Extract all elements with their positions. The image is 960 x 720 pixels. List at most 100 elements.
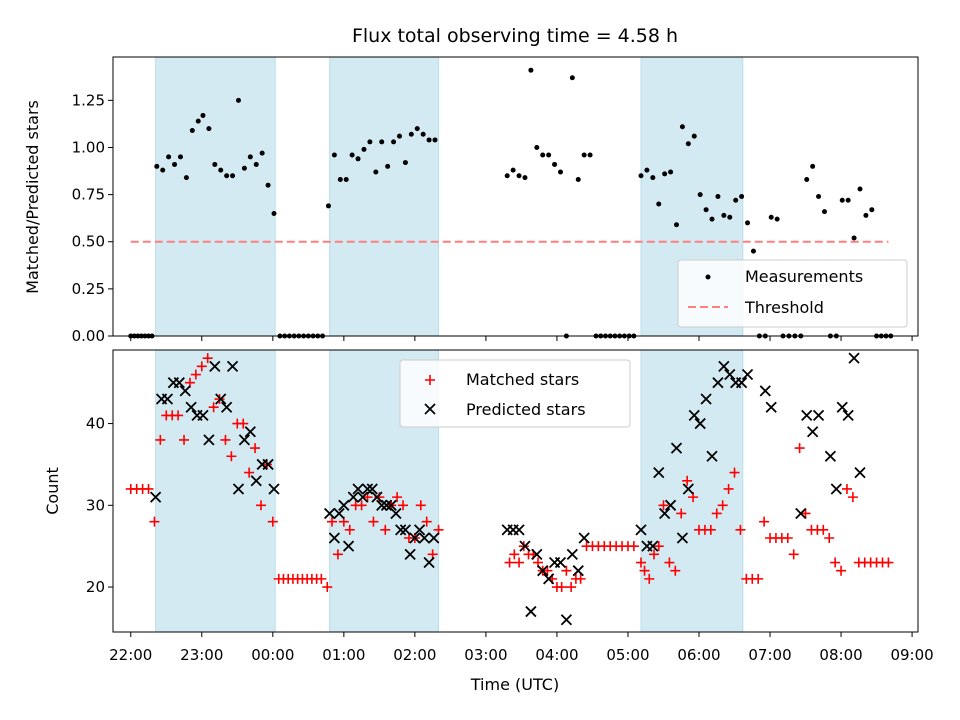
predicted-star-point [801, 409, 813, 422]
y-tick-label: 40 [86, 415, 105, 433]
matched-star-point [179, 434, 190, 445]
matched-star-point [682, 475, 693, 486]
predicted-star-point [795, 507, 807, 520]
predicted-star-point [333, 507, 345, 520]
x-tick-label: 00:00 [251, 646, 294, 664]
predicted-star-point [413, 524, 426, 536]
measurement-point [166, 154, 172, 160]
measurement-point [697, 192, 703, 198]
matched-star-point [220, 434, 231, 445]
matched-star-point [542, 565, 553, 576]
matched-star-point [735, 524, 746, 535]
predicted-star-point [700, 393, 712, 405]
predicted-star-point [262, 458, 274, 471]
measurement-point [420, 131, 426, 137]
measurement-point [715, 194, 721, 199]
predicted-star-point [578, 532, 590, 544]
measurement-point [587, 152, 593, 158]
observing-window-shade [155, 349, 276, 633]
x-tick-label: 05:00 [606, 646, 649, 664]
measurement-point [373, 169, 379, 175]
predicted-star-point [149, 491, 162, 503]
predicted-star-point [682, 483, 694, 495]
measurement-point [154, 163, 160, 169]
predicted-star-point [531, 548, 543, 560]
predicted-star-point [399, 524, 412, 536]
matched-star-point [723, 483, 734, 494]
matched-star-point [226, 451, 237, 462]
matched-star-point [356, 500, 367, 511]
measurement-point [774, 216, 780, 222]
matched-star-point [322, 582, 333, 593]
predicted-star-point [338, 499, 350, 511]
x-tick-label: 04:00 [535, 646, 578, 664]
matched-star-point [196, 361, 207, 372]
measurement-point [212, 161, 218, 167]
measurement-point [522, 175, 528, 181]
measurement-point [230, 173, 236, 179]
ratio-legend-box [677, 259, 908, 328]
measurement-point [516, 173, 522, 179]
measurement-point [349, 152, 355, 158]
predicted-star-point [824, 450, 837, 462]
predicted-star-point [572, 565, 584, 577]
predicted-star-point [537, 565, 549, 577]
matched-star-point [824, 533, 835, 543]
predicted-star-point [250, 475, 262, 487]
matched-star-point [368, 516, 379, 527]
measurement-point [546, 152, 552, 158]
predicted-star-point [215, 393, 227, 405]
ratio-panel-frame [112, 56, 919, 337]
measurement-point [575, 177, 581, 183]
predicted-star-point [226, 360, 239, 372]
measurement-point [679, 124, 685, 130]
measurement-point [709, 216, 715, 222]
matched-star-point [504, 557, 515, 568]
measurement-point [750, 248, 756, 254]
matched-star-point [208, 402, 219, 413]
measurement-point [408, 131, 414, 137]
measurement-point [674, 222, 679, 228]
predicted-star-point [428, 532, 440, 544]
measurement-point [557, 169, 563, 175]
measurement-point [426, 137, 432, 143]
matched-star-point [711, 508, 722, 519]
predicted-star-point [161, 393, 174, 405]
predicted-star-point [380, 499, 393, 511]
predicted-star-point [390, 507, 402, 520]
measurement-point [235, 97, 241, 103]
matched-star-point [759, 516, 770, 527]
predicted-star-point [366, 483, 378, 495]
matched-star-point [782, 533, 793, 543]
count-panel-frame [112, 349, 919, 633]
matched-star-point [173, 410, 184, 421]
measurement-point [821, 209, 827, 215]
measurement-point [638, 173, 644, 179]
predicted-star-point [268, 483, 280, 495]
x-tick-label: 09:00 [890, 646, 933, 664]
measurement-point [845, 197, 851, 203]
measurement-point [253, 161, 259, 167]
matched-star-point [644, 573, 655, 584]
predicted-star-point [724, 368, 736, 381]
y-tick-label: 30 [86, 496, 105, 514]
matched-star-point [327, 516, 338, 527]
predicted-star-point [347, 491, 359, 503]
matched-star-point [421, 516, 432, 527]
matched-star-point [788, 549, 799, 560]
matched-star-point [427, 549, 438, 560]
observing-window-shade [329, 56, 440, 337]
measurement-point [685, 141, 691, 147]
matched-star-point [255, 500, 266, 511]
y-tick-label: 20 [86, 578, 105, 596]
measurement-point [857, 186, 863, 192]
matched-star-point [658, 500, 669, 511]
matched-star-point [653, 541, 664, 552]
y-tick-label: 1.25 [72, 91, 105, 109]
legend-threshold-label: Threshold [744, 298, 824, 317]
measurement-point [839, 197, 845, 203]
observing-window-shade [155, 56, 276, 337]
count-legend-box [399, 359, 631, 428]
predicted-star-point [706, 450, 718, 462]
